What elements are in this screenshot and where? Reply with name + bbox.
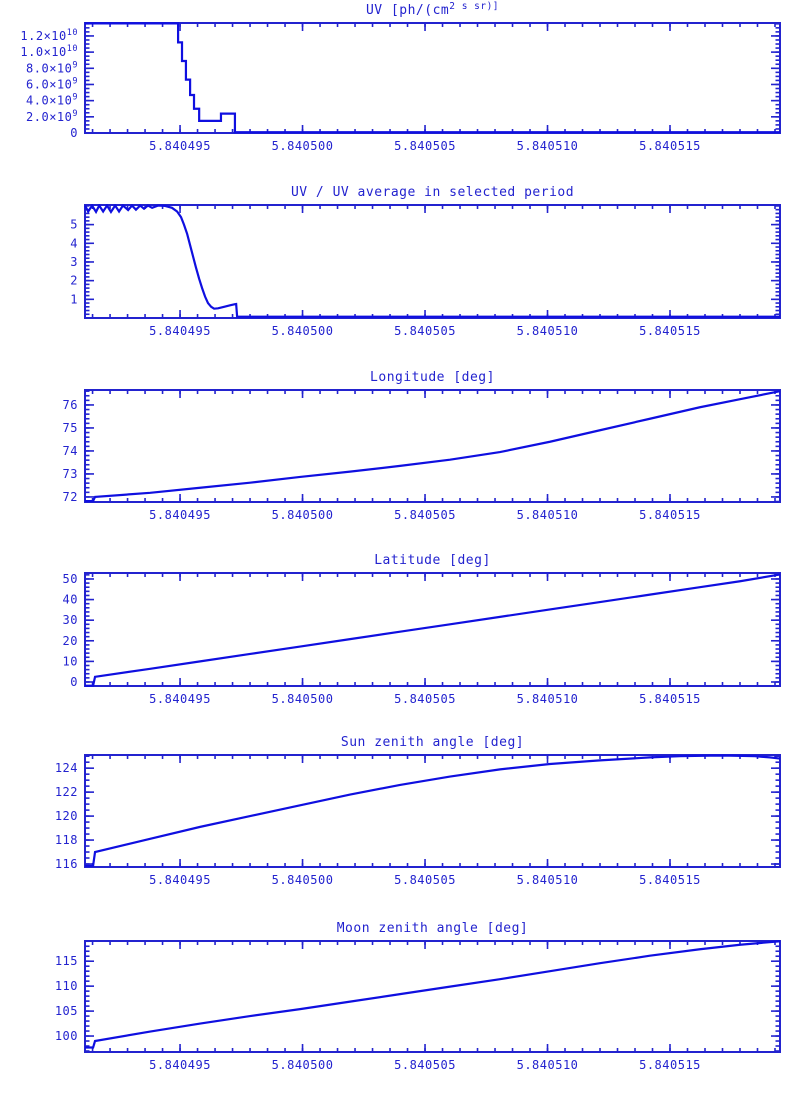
x-tick-label: 5.840510 <box>517 1058 579 1072</box>
y-tick-label: 20 <box>63 634 78 648</box>
y-tick-label: 40 <box>63 593 78 607</box>
uv-chart: UV [ph/(cm2 s sr)] 5.840495 5.840500 5.8405… <box>20 1 781 153</box>
y-tick-label: 50 <box>63 572 78 586</box>
x-tick-label: 5.840505 <box>394 1058 456 1072</box>
x-tick-label: 5.840495 <box>149 508 211 522</box>
x-tick-label: 5.840505 <box>394 692 456 706</box>
y-tick-label: 0 <box>70 675 78 689</box>
data-line <box>84 204 780 318</box>
x-tick-label: 5.840505 <box>394 324 456 338</box>
y-tick-label: 120 <box>55 809 78 823</box>
data-line <box>85 754 781 867</box>
axis-box <box>84 754 781 868</box>
data-line <box>85 390 781 503</box>
moon-zenith-chart: Moon zenith angle [deg] 5.840495 5.840500 5… <box>55 921 781 1072</box>
sun-zenith-chart: Sun zenith angle [deg] 5.840495 5.840500 5.… <box>55 735 781 887</box>
y-tick-label: 118 <box>55 833 78 847</box>
plot-title: Sun zenith angle [deg] <box>341 735 524 750</box>
y-tick-label: 10 <box>63 654 78 668</box>
x-tick-label: 5.840500 <box>272 139 334 153</box>
y-tick-label: 6.0×109 <box>26 76 78 91</box>
data-line <box>85 940 781 1049</box>
y-tick-label: 3 <box>70 255 78 269</box>
y-tick-label: 105 <box>55 1004 78 1018</box>
y-tick-label: 110 <box>55 979 78 993</box>
plot-title: Latitude [deg] <box>374 553 491 568</box>
x-tick-label: 5.840500 <box>272 692 334 706</box>
x-tick-label: 5.840495 <box>149 692 211 706</box>
y-tick-label: 30 <box>63 613 78 627</box>
latitude-chart: Latitude [deg] 5.840495 5.840500 5.840505 5.… <box>63 553 781 706</box>
x-tick-label: 5.840505 <box>394 139 456 153</box>
y-tick-label: 4 <box>70 236 78 250</box>
y-tick-label: 124 <box>55 761 78 775</box>
axis-box <box>84 22 781 134</box>
y-tick-label: 72 <box>63 490 78 504</box>
x-tick-label: 5.840515 <box>639 139 701 153</box>
x-tick-label: 5.840500 <box>272 324 334 338</box>
x-tick-label: 5.840510 <box>517 324 579 338</box>
plot-title: UV / UV average in selected period <box>291 185 574 200</box>
y-tick-label: 2.0×109 <box>26 109 78 124</box>
x-tick-label: 5.840510 <box>517 873 579 887</box>
y-tick-label: 76 <box>63 398 78 412</box>
y-tick-label: 2 <box>70 274 78 288</box>
y-tick-label: 1.0×1010 <box>20 44 78 59</box>
x-tick-label: 5.840515 <box>639 508 701 522</box>
plot-title: UV [ph/(cm2 s sr)] <box>366 1 499 18</box>
plot-title: Longitude [deg] <box>370 370 495 385</box>
y-tick-label: 75 <box>63 421 78 435</box>
y-tick-label: 0 <box>70 126 78 140</box>
y-tick-label: 115 <box>55 954 78 968</box>
y-tick-label: 1.2×1010 <box>20 28 78 43</box>
x-tick-label: 5.840510 <box>517 139 579 153</box>
axis-box <box>84 389 781 503</box>
y-tick-label: 8.0×109 <box>26 60 78 75</box>
plot-title: Moon zenith angle [deg] <box>337 921 529 936</box>
y-tick-label: 5 <box>70 218 78 232</box>
x-tick-label: 5.840495 <box>149 324 211 338</box>
x-tick-label: 5.840510 <box>517 508 579 522</box>
x-tick-label: 5.840515 <box>639 1058 701 1072</box>
y-tick-label: 73 <box>63 467 78 481</box>
y-tick-label: 100 <box>55 1029 78 1043</box>
x-tick-label: 5.840500 <box>272 1058 334 1072</box>
axis-box <box>84 204 781 319</box>
data-line <box>85 573 781 687</box>
longitude-chart: Longitude [deg] 5.840495 5.840500 5.840505 5… <box>63 370 781 522</box>
axis-box <box>84 572 781 687</box>
y-tick-label: 122 <box>55 785 78 799</box>
axis-box <box>84 940 781 1053</box>
x-tick-label: 5.840515 <box>639 692 701 706</box>
y-tick-label: 1 <box>70 292 78 306</box>
y-tick-label: 116 <box>55 857 78 871</box>
x-tick-label: 5.840495 <box>149 873 211 887</box>
x-tick-label: 5.840495 <box>149 1058 211 1072</box>
x-tick-label: 5.840500 <box>272 508 334 522</box>
x-tick-label: 5.840505 <box>394 873 456 887</box>
y-tick-label: 74 <box>63 444 78 458</box>
y-tick-label: 4.0×109 <box>26 93 78 108</box>
uv-ratio-chart: UV / UV average in selected period 5.8404… <box>70 185 781 338</box>
x-tick-label: 5.840510 <box>517 692 579 706</box>
data-line <box>85 22 780 134</box>
x-tick-label: 5.840500 <box>272 873 334 887</box>
x-tick-label: 5.840495 <box>149 139 211 153</box>
x-tick-label: 5.840505 <box>394 508 456 522</box>
x-tick-label: 5.840515 <box>639 324 701 338</box>
x-tick-label: 5.840515 <box>639 873 701 887</box>
